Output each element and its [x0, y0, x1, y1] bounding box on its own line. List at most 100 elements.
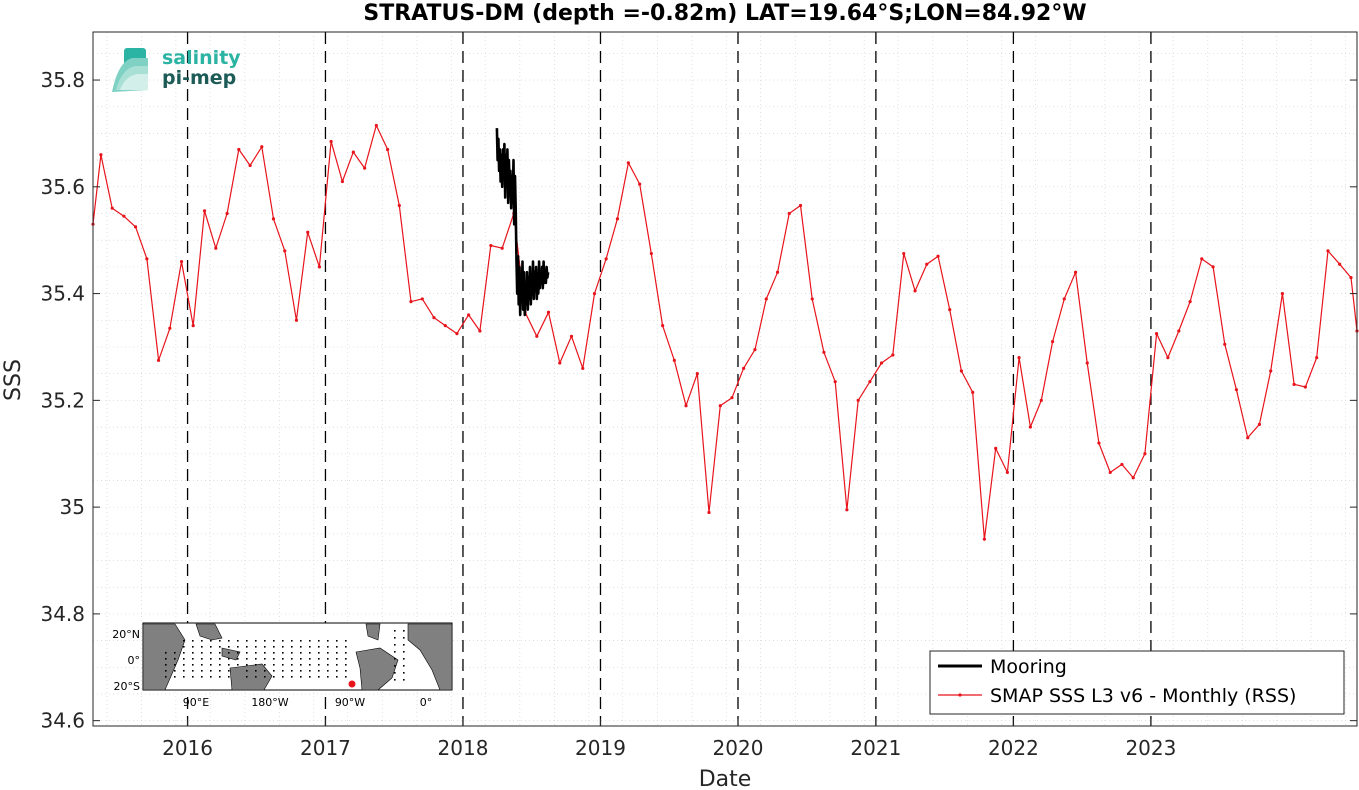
smap-data-point [1108, 470, 1112, 475]
inset-mooring-dot [210, 670, 212, 672]
inset-mooring-dot [246, 676, 248, 678]
inset-mooring-dot [273, 676, 275, 678]
inset-mooring-dot [255, 652, 257, 654]
inset-mooring-dot [273, 658, 275, 660]
inset-mooring-dot [345, 664, 347, 666]
inset-mooring-dot [336, 670, 338, 672]
inset-mooring-dot [318, 646, 320, 648]
inset-mooring-dot [255, 676, 257, 678]
smap-data-point [902, 251, 906, 256]
inset-mooring-dot [318, 664, 320, 666]
inset-mooring-dot [165, 670, 167, 672]
inset-mooring-dot [291, 664, 293, 666]
inset-mooring-dot [192, 646, 194, 648]
inset-mooring-dot [210, 652, 212, 654]
y-tick-label: 34.6 [40, 709, 85, 733]
inset-mooring-dot [291, 658, 293, 660]
smap-data-point [971, 390, 975, 394]
smap-data-point [982, 537, 986, 541]
inset-mooring-dot [228, 652, 230, 654]
inset-mooring-dot [237, 646, 239, 648]
legend-label-mooring: Mooring [990, 656, 1067, 678]
inset-mooring-dot [192, 658, 194, 660]
x-tick-label: 2018 [438, 736, 489, 760]
smap-data-point [179, 259, 184, 264]
smap-data-point [248, 163, 252, 168]
inset-mooring-dot [273, 640, 275, 642]
inset-location-map: 20°N 0° 20°S 90°E 180°W 90°W 0° [112, 622, 453, 709]
smap-data-point [168, 326, 172, 330]
inset-mooring-dot [246, 646, 248, 648]
chart-legend: Mooring SMAP SSS L3 v6 - Monthly (RSS) [929, 650, 1345, 715]
inset-mooring-dot [246, 670, 248, 672]
inset-mooring-dot [309, 658, 311, 660]
inset-mooring-dot [264, 658, 266, 660]
smap-data-point [432, 316, 436, 320]
smap-data-point [810, 297, 814, 301]
smap-data-point [409, 299, 413, 304]
smap-data-point [374, 123, 378, 128]
smap-data-point [581, 366, 585, 370]
inset-mooring-dot [291, 676, 293, 678]
smap-data-point [1326, 249, 1330, 253]
inset-mooring-dot [403, 665, 405, 667]
inset-mooring-dot [318, 640, 320, 642]
inset-mooring-dot [282, 676, 284, 678]
inset-mooring-dot [201, 670, 203, 672]
logo-text-line2: pi-mep [162, 67, 236, 89]
inset-mooring-dot [309, 652, 311, 654]
inset-mooring-dot [318, 676, 320, 678]
smap-data-point [1315, 356, 1319, 360]
smap-data-point [672, 358, 676, 362]
smap-data-point [1211, 265, 1215, 269]
inset-mooring-dot [183, 652, 185, 654]
smap-data-point [822, 350, 826, 354]
inset-mooring-dot [192, 664, 194, 666]
inset-mooring-dot [183, 646, 185, 648]
smap-data-point [891, 353, 895, 357]
smap-data-point [1073, 270, 1078, 274]
inset-mooring-dot [228, 676, 230, 678]
inset-lon-label-90e: 90°E [183, 696, 209, 709]
inset-mooring-dot [264, 646, 266, 648]
inset-mooring-dot [228, 664, 230, 666]
smap-data-point [604, 257, 608, 261]
inset-mooring-dot [192, 640, 194, 642]
inset-mooring-dot [183, 664, 185, 666]
inset-mooring-dot [183, 640, 185, 642]
x-tick-label: 2017 [300, 736, 351, 760]
smap-data-point [122, 214, 126, 218]
smap-data-point [994, 446, 998, 450]
inset-mooring-dot [282, 640, 284, 642]
smap-data-point [1143, 452, 1147, 456]
inset-mooring-dot [336, 658, 338, 660]
smap-data-point [661, 324, 665, 328]
inset-mooring-dot [403, 637, 405, 639]
inset-mooring-dot [345, 652, 347, 654]
series-line-smap [92, 124, 1358, 540]
inset-mooring-dot [210, 676, 212, 678]
smap-data-point [397, 203, 401, 208]
inset-mooring-dot [219, 670, 221, 672]
legend-box [929, 650, 1345, 715]
smap-data-point [99, 153, 103, 157]
smap-data-point [225, 211, 229, 216]
smap-data-point [913, 289, 917, 293]
smap-data-point [386, 147, 390, 152]
smap-data-point [936, 254, 940, 258]
smap-data-point [214, 246, 218, 250]
inset-mooring-dot [403, 672, 405, 674]
inset-lon-label-0: 0° [420, 696, 433, 709]
inset-mooring-dot [282, 670, 284, 672]
smap-data-point [764, 297, 768, 301]
smap-data-point [1200, 257, 1204, 261]
inset-mooring-dot [394, 679, 396, 681]
smap-data-point [1234, 388, 1239, 392]
smap-data-point [546, 310, 551, 314]
smap-data-point [684, 404, 688, 408]
smap-data-point [775, 270, 780, 274]
smap-data-point [959, 369, 964, 373]
inset-map-station-marker [348, 680, 356, 688]
smap-data-point [478, 329, 482, 333]
